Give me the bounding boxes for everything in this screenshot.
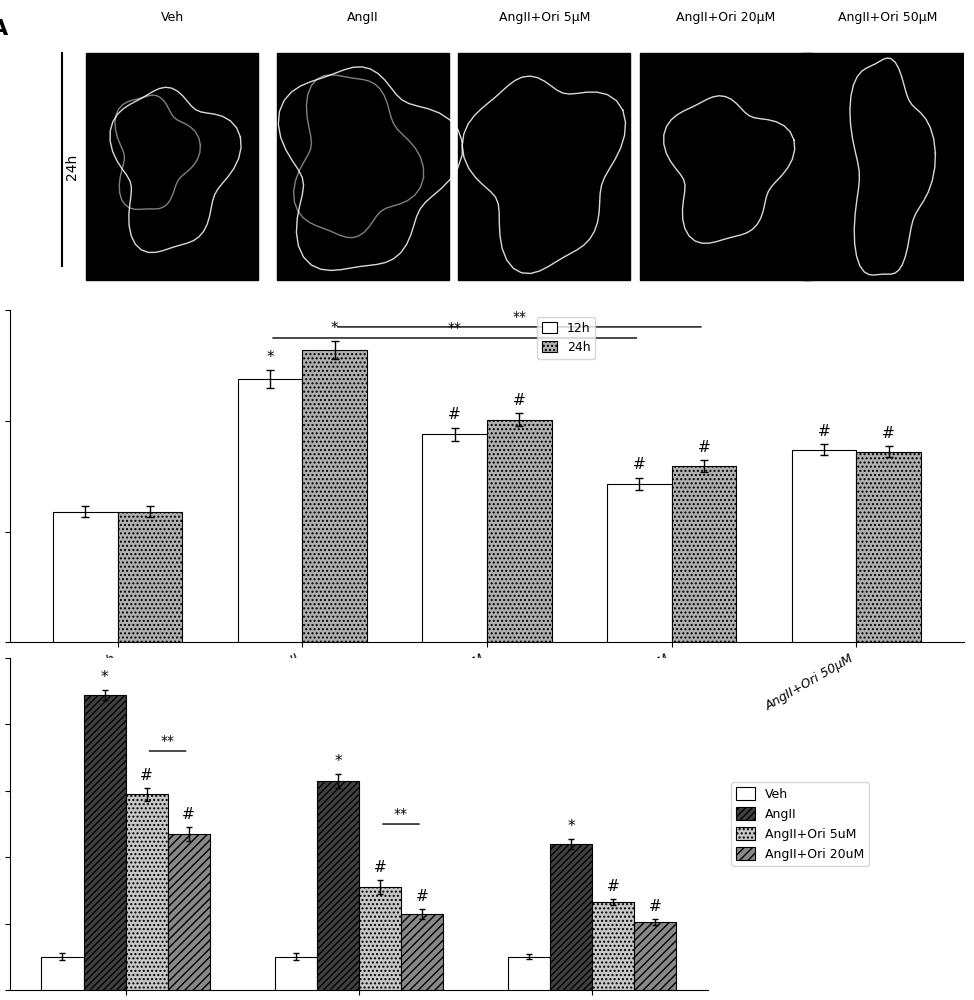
Bar: [42, 957, 84, 990]
Text: *: *: [266, 350, 274, 365]
Text: #: #: [633, 457, 646, 472]
Bar: [550, 844, 592, 990]
Legend: Veh, AngII, AngII+Ori 5uM, AngII+Ori 20uM: Veh, AngII, AngII+Ori 5uM, AngII+Ori 20u…: [731, 782, 870, 866]
Text: #: #: [607, 879, 619, 894]
Bar: [317, 781, 359, 990]
FancyBboxPatch shape: [277, 53, 449, 280]
Bar: [238, 379, 302, 642]
Text: #: #: [817, 424, 830, 439]
Bar: [592, 902, 634, 990]
FancyBboxPatch shape: [86, 53, 258, 280]
Text: 24h: 24h: [65, 153, 79, 180]
Text: #: #: [140, 768, 153, 783]
Text: #: #: [697, 440, 710, 455]
Text: #: #: [513, 393, 526, 408]
Bar: [168, 834, 209, 990]
Text: #: #: [182, 807, 195, 822]
Text: **: **: [512, 310, 526, 324]
Text: *: *: [100, 670, 108, 685]
Text: *: *: [331, 321, 339, 336]
Bar: [302, 350, 367, 642]
Bar: [792, 450, 856, 642]
Text: **: **: [161, 734, 174, 748]
Text: **: **: [393, 807, 408, 821]
Legend: 12h, 24h: 12h, 24h: [537, 317, 595, 359]
Bar: [126, 794, 168, 990]
Bar: [607, 484, 672, 642]
Text: AngII+Ori 20μM: AngII+Ori 20μM: [676, 11, 775, 24]
Text: #: #: [416, 889, 429, 904]
Text: AngII: AngII: [347, 11, 379, 24]
Text: **: **: [448, 321, 462, 335]
Bar: [423, 434, 487, 642]
Bar: [487, 420, 551, 642]
Bar: [359, 887, 401, 990]
Bar: [672, 466, 736, 642]
Text: #: #: [649, 899, 661, 914]
Text: #: #: [448, 407, 461, 422]
Text: *: *: [334, 754, 342, 769]
Bar: [401, 914, 443, 990]
Bar: [275, 957, 317, 990]
Bar: [856, 452, 920, 642]
Text: #: #: [374, 860, 387, 875]
Text: AngII+Ori 5μM: AngII+Ori 5μM: [499, 11, 590, 24]
Bar: [54, 512, 118, 642]
Text: A: A: [0, 19, 8, 39]
FancyBboxPatch shape: [640, 53, 811, 280]
Bar: [84, 695, 126, 990]
Text: Veh: Veh: [161, 11, 183, 24]
FancyBboxPatch shape: [802, 53, 974, 280]
FancyBboxPatch shape: [459, 53, 630, 280]
Bar: [634, 922, 676, 990]
Text: AngII+Ori 50μM: AngII+Ori 50μM: [839, 11, 938, 24]
Bar: [508, 957, 550, 990]
Text: *: *: [568, 819, 576, 834]
Bar: [118, 512, 182, 642]
Text: #: #: [882, 426, 895, 441]
